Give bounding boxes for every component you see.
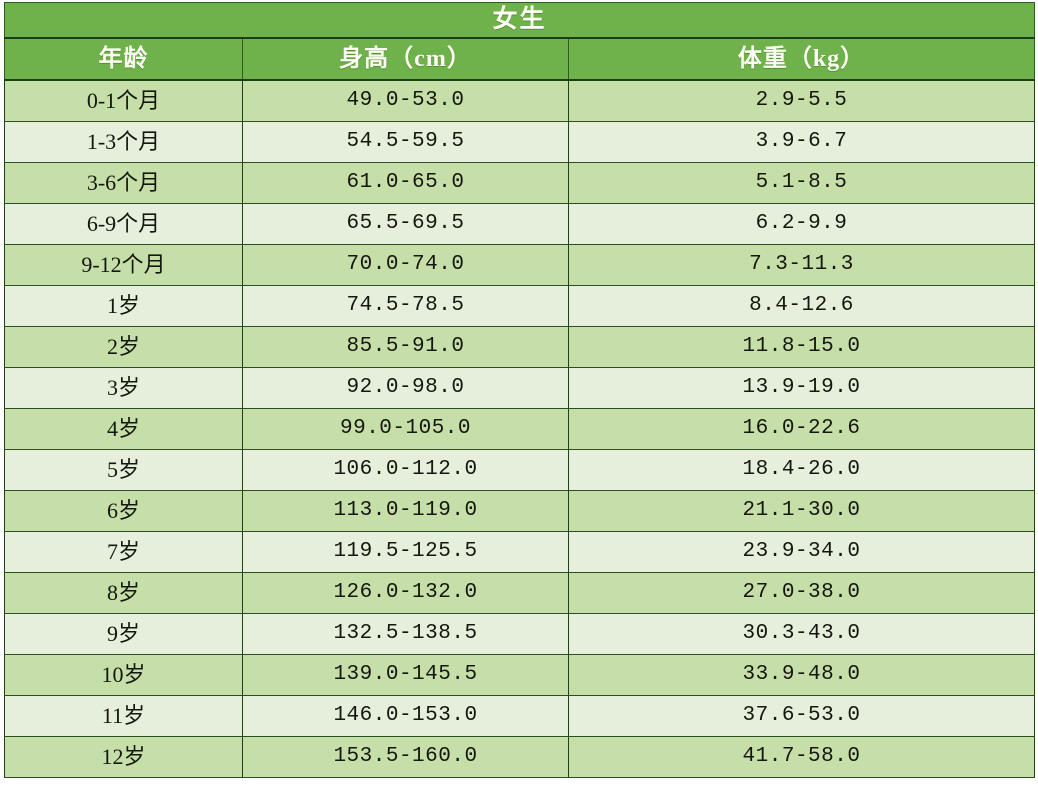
table-row: 5岁 106.0-112.0 18.4-26.0 <box>4 449 1036 491</box>
table-row: 9-12个月 70.0-74.0 7.3-11.3 <box>4 244 1036 286</box>
table-row: 1-3个月 54.5-59.5 3.9-6.7 <box>4 121 1036 163</box>
cell-age: 5岁 <box>4 449 243 491</box>
cell-height: 106.0-112.0 <box>242 449 569 491</box>
table-row: 12岁 153.5-160.0 41.7-58.0 <box>4 736 1036 778</box>
cell-height: 70.0-74.0 <box>242 244 569 286</box>
cell-weight: 5.1-8.5 <box>567 162 1036 204</box>
cell-weight: 23.9-34.0 <box>567 531 1036 573</box>
cell-weight: 6.2-9.9 <box>567 203 1036 245</box>
column-header-height: 身高（cm） <box>242 37 569 81</box>
table-body: 0-1个月 49.0-53.0 2.9-5.5 1-3个月 54.5-59.5 3.9-6… <box>4 79 1036 778</box>
cell-weight: 18.4-26.0 <box>567 449 1036 491</box>
cell-age: 11岁 <box>4 695 243 737</box>
cell-weight: 30.3-43.0 <box>567 613 1036 655</box>
cell-age: 12岁 <box>4 736 243 778</box>
table-row: 6-9个月 65.5-69.5 6.2-9.9 <box>4 203 1036 245</box>
table-row: 8岁 126.0-132.0 27.0-38.0 <box>4 572 1036 614</box>
cell-height: 85.5-91.0 <box>242 326 569 368</box>
cell-weight: 37.6-53.0 <box>567 695 1036 737</box>
cell-weight: 7.3-11.3 <box>567 244 1036 286</box>
cell-age: 0-1个月 <box>4 79 243 122</box>
cell-age: 3岁 <box>4 367 243 409</box>
girls-height-weight-table: 女生 年龄 身高（cm） 体重（kg） 0-1个月 49.0-53.0 2.9-5.… <box>3 2 1036 778</box>
cell-height: 139.0-145.5 <box>242 654 569 696</box>
cell-age: 9-12个月 <box>4 244 243 286</box>
cell-height: 74.5-78.5 <box>242 285 569 327</box>
table-row: 2岁 85.5-91.0 11.8-15.0 <box>4 326 1036 368</box>
cell-height: 119.5-125.5 <box>242 531 569 573</box>
cell-height: 132.5-138.5 <box>242 613 569 655</box>
cell-weight: 27.0-38.0 <box>567 572 1036 614</box>
cell-weight: 2.9-5.5 <box>567 79 1036 122</box>
table-row: 11岁 146.0-153.0 37.6-53.0 <box>4 695 1036 737</box>
cell-age: 6岁 <box>4 490 243 532</box>
cell-height: 153.5-160.0 <box>242 736 569 778</box>
cell-height: 65.5-69.5 <box>242 203 569 245</box>
cell-weight: 16.0-22.6 <box>567 408 1036 450</box>
cell-age: 1岁 <box>4 285 243 327</box>
table-row: 1岁 74.5-78.5 8.4-12.6 <box>4 285 1036 327</box>
cell-height: 126.0-132.0 <box>242 572 569 614</box>
table-header: 女生 年龄 身高（cm） 体重（kg） <box>3 2 1036 81</box>
cell-weight: 11.8-15.0 <box>567 326 1036 368</box>
cell-age: 1-3个月 <box>4 121 243 163</box>
column-header-age: 年龄 <box>4 37 243 81</box>
table-row: 3-6个月 61.0-65.0 5.1-8.5 <box>4 162 1036 204</box>
table-row: 6岁 113.0-119.0 21.1-30.0 <box>4 490 1036 532</box>
cell-height: 49.0-53.0 <box>242 79 569 122</box>
column-header-row: 年龄 身高（cm） 体重（kg） <box>4 37 1036 81</box>
cell-age: 10岁 <box>4 654 243 696</box>
cell-weight: 21.1-30.0 <box>567 490 1036 532</box>
cell-weight: 13.9-19.0 <box>567 367 1036 409</box>
cell-age: 8岁 <box>4 572 243 614</box>
cell-weight: 41.7-58.0 <box>567 736 1036 778</box>
table-row: 0-1个月 49.0-53.0 2.9-5.5 <box>4 79 1036 122</box>
cell-height: 113.0-119.0 <box>242 490 569 532</box>
cell-height: 92.0-98.0 <box>242 367 569 409</box>
table-title-row: 女生 <box>3 2 1036 39</box>
cell-age: 7岁 <box>4 531 243 573</box>
cell-age: 4岁 <box>4 408 243 450</box>
cell-weight: 33.9-48.0 <box>567 654 1036 696</box>
cell-height: 54.5-59.5 <box>242 121 569 163</box>
table-row: 4岁 99.0-105.0 16.0-22.6 <box>4 408 1036 450</box>
column-header-weight: 体重（kg） <box>567 37 1036 81</box>
table-row: 10岁 139.0-145.5 33.9-48.0 <box>4 654 1036 696</box>
cell-age: 2岁 <box>4 326 243 368</box>
table-title: 女生 <box>3 2 1036 39</box>
table-row: 3岁 92.0-98.0 13.9-19.0 <box>4 367 1036 409</box>
cell-age: 6-9个月 <box>4 203 243 245</box>
cell-weight: 8.4-12.6 <box>567 285 1036 327</box>
table-row: 7岁 119.5-125.5 23.9-34.0 <box>4 531 1036 573</box>
cell-weight: 3.9-6.7 <box>567 121 1036 163</box>
cell-age: 9岁 <box>4 613 243 655</box>
cell-height: 61.0-65.0 <box>242 162 569 204</box>
cell-age: 3-6个月 <box>4 162 243 204</box>
cell-height: 99.0-105.0 <box>242 408 569 450</box>
table-row: 9岁 132.5-138.5 30.3-43.0 <box>4 613 1036 655</box>
cell-height: 146.0-153.0 <box>242 695 569 737</box>
